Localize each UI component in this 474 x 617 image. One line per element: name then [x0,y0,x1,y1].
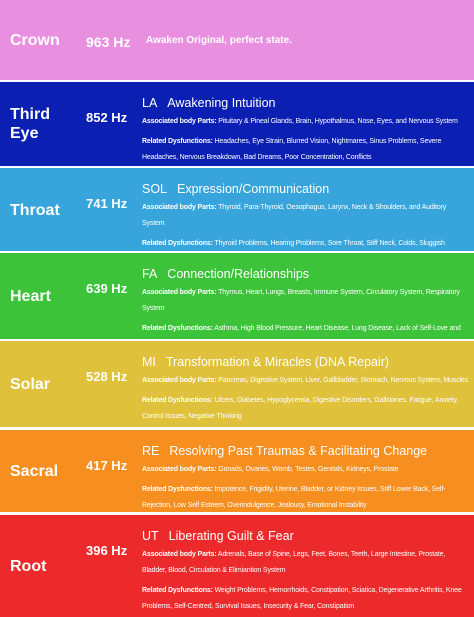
note: SOL [142,182,168,196]
frequency: 528 Hz [86,369,128,384]
dysfunctions-line: Related Dysfunctions: Impotence, Frigidi… [142,482,470,514]
parts: Pancreas, Digestive System, Liver, Gallb… [218,377,469,384]
content: LA Awakening Intuition Associated body Par… [142,96,470,166]
dysfunctions: Headaches, Eye Strain, Blurred Vision, N… [142,138,442,161]
heading: FA Connection/Relationships [142,267,470,281]
chakra-name: Crown [10,32,60,49]
description: Awaken Original, perfect state. [146,35,292,46]
chakra-name: Throat [10,201,60,219]
chakra-row: Solar 528 Hz MI Transformation & Miracles (… [0,341,474,427]
chakra-name: Heart [10,288,51,305]
frequency: 963 Hz [86,34,131,50]
heading: RE Resolving Past Traumas & Facilitating … [142,444,470,458]
dysfunctions-label: Related Dysfunctions: [142,587,213,594]
heading: MI Transformation & Miracles (DNA Repair) [142,355,470,369]
parts-label: Associated body Parts: [142,118,217,125]
parts-label: Associated body Parts: [142,204,217,211]
heading: UT Liberating Guilt & Fear [142,529,470,543]
heading-text: Awakening Intuition [167,96,276,110]
parts: Adrenals, Base of Spine, Legs, Feet, Bon… [142,551,446,574]
frequency: 852 Hz [86,110,128,125]
parts-line: Associated body Parts: Adrenals, Base of… [142,547,470,579]
chakra-row: Sacral 417 Hz RE Resolving Past Traumas & F… [0,430,474,512]
content: UT Liberating Guilt & Fear Associated body… [142,529,470,615]
chakra-name: Sacral [10,463,59,480]
parts-line: Associated body Parts: Gonads, Ovaries, … [142,462,470,478]
dysfunctions: Ulcers, Diabetes, Hypoglycemia, Digestiv… [142,397,459,420]
heading-text: Liberating Guilt & Fear [168,529,294,543]
frequency: 417 Hz [86,458,128,473]
dysfunctions-line: Related Dysfunctions: Weight Problems, H… [142,583,470,615]
note: UT [142,529,159,543]
parts-label: Associated body Parts: [142,551,217,558]
parts: Thymus, Heart, Lungs, Breasts, Immune Sy… [142,289,460,312]
dysfunctions-label: Related Dysfunctions: [142,397,213,404]
chakra-name: Third Eye [10,106,50,142]
parts-label: Associated body Parts: [142,466,217,473]
dysfunctions-label: Related Dysfunctions: [142,240,213,247]
heading-text: Resolving Past Traumas & Facilitating Ch… [169,444,428,458]
parts-line: Associated body Parts: Thyroid, Para-Thy… [142,200,470,232]
chakra-row: Heart 639 Hz FA Connection/Relationships Ass… [0,253,474,348]
dysfunctions: Impotence, Frigidity, Uterine, Bladder, … [142,486,446,509]
chakra-name: Root [10,558,47,575]
parts: Pituitary & Pineal Glands, Brain, Hypoth… [218,118,458,125]
parts-line: Associated body Parts: Thymus, Heart, Lu… [142,285,470,317]
note: LA [142,96,158,110]
note: MI [142,355,156,369]
parts: Thyroid, Para-Thyroid, Oesophagus, Laryn… [142,204,447,227]
frequency: 396 Hz [86,543,128,558]
parts-line: Associated body Parts: Pancreas, Digesti… [142,373,470,389]
frequency: 639 Hz [86,281,128,296]
content: RE Resolving Past Traumas & Facilitating … [142,444,470,514]
note: FA [142,267,158,281]
chakra-row: Third Eye 852 Hz LA Awakening Intuition Asso… [0,82,474,166]
parts-label: Associated body Parts: [142,289,217,296]
note: RE [142,444,160,458]
parts: Gonads, Ovaries, Womb, Testes, Genitals,… [218,466,399,473]
parts-label: Associated body Parts: [142,377,217,384]
dysfunctions-line: Related Dysfunctions: Ulcers, Diabetes, … [142,393,470,425]
content: MI Transformation & Miracles (DNA Repair)… [142,355,470,425]
chakra-name: Solar [10,376,51,393]
frequency: 741 Hz [86,196,128,211]
heading-text: Connection/Relationships [167,267,310,281]
dysfunctions-label: Related Dysfunctions: [142,138,213,145]
heading-text: Transformation & Miracles (DNA Repair) [165,355,390,369]
chakra-row: Throat 741 Hz SOL Expression/Communication A… [0,168,474,263]
dysfunctions-line: Related Dysfunctions: Headaches, Eye Str… [142,134,470,166]
dysfunctions-label: Related Dysfunctions: [142,325,213,332]
dysfunctions: Weight Problems, Hemorrhoids, Constipati… [142,587,462,610]
chakra-row: Root 396 Hz UT Liberating Guilt & Fear Assoc… [0,515,474,617]
heading: SOL Expression/Communication [142,182,470,196]
heading-text: Expression/Communication [177,182,330,196]
chakra-row: Crown 963 Hz Awaken Original, perfect stat… [0,0,474,80]
dysfunctions-label: Related Dysfunctions: [142,486,213,493]
parts-line: Associated body Parts: Pituitary & Pinea… [142,114,470,130]
heading: LA Awakening Intuition [142,96,470,110]
